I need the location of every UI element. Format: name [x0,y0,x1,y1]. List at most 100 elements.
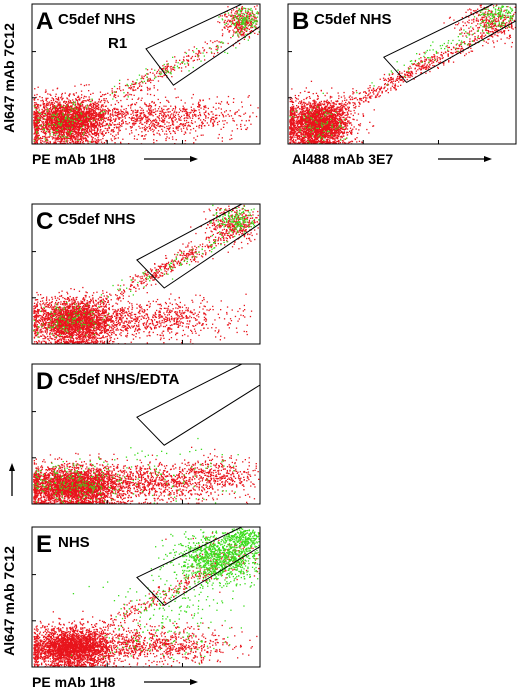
data-point [107,131,110,134]
data-point [72,109,74,112]
data-point [194,121,196,123]
data-point [115,96,117,99]
data-point [155,104,157,106]
data-point [90,104,92,106]
data-point [131,126,133,128]
data-point [247,8,249,10]
data-point [231,10,233,12]
data-point [158,72,160,75]
data-point [165,130,167,132]
data-point [120,99,122,102]
data-point [129,133,131,135]
data-point [90,122,93,124]
data-point [326,99,328,101]
data-point [61,119,63,121]
data-point [43,135,45,138]
data-point [65,136,67,138]
data-point [136,117,138,119]
data-point [238,31,240,34]
data-point [128,87,130,89]
data-point [96,129,99,132]
data-point [43,117,45,119]
data-point [237,15,239,17]
data-point [70,107,72,109]
data-point [55,128,58,131]
data-point [157,116,159,118]
data-point [48,131,50,133]
data-point [227,19,229,21]
data-point [100,113,102,115]
data-point [52,105,54,107]
data-point [46,118,48,121]
data-point [51,122,54,124]
data-point [82,110,84,113]
data-point [116,112,118,114]
data-point [54,108,56,111]
data-point [87,123,90,125]
data-point [213,116,215,118]
data-point [78,98,80,100]
data-point [130,107,132,109]
data-point [241,17,243,19]
data-point [104,113,106,115]
data-point [81,136,83,138]
data-point [132,120,134,122]
data-point [237,25,240,27]
data-point [68,114,70,116]
data-point [148,112,150,114]
data-point [43,141,45,143]
data-point [175,61,177,63]
data-point [66,141,68,143]
data-point [188,112,190,114]
data-point [183,60,185,62]
data-point [50,120,52,122]
data-point [199,104,201,106]
data-point [90,114,92,116]
data-point [245,24,247,26]
data-point [227,95,230,98]
data-point [114,119,116,121]
data-point [78,138,80,141]
data-point [175,59,177,62]
data-point [34,122,36,125]
data-point [163,105,165,107]
data-point [127,94,129,96]
data-point [251,26,254,29]
data-point [43,103,45,106]
data-point [155,118,157,120]
data-point [66,98,69,100]
data-point [99,123,101,125]
data-point [246,16,248,18]
data-point [308,91,310,93]
data-point [85,100,87,102]
data-point [99,91,102,93]
data-point [292,107,294,110]
data-point [75,117,77,120]
data-point [133,122,135,124]
data-point [337,137,339,139]
data-point [120,109,122,111]
data-point [245,33,247,36]
data-point [216,50,218,52]
data-point [162,125,164,128]
data-point [125,121,127,123]
data-point [108,110,110,112]
data-point [52,124,54,126]
data-point [300,141,302,144]
data-point [139,84,141,86]
data-point [70,115,73,117]
data-point [187,54,190,57]
data-point [34,136,36,138]
data-point [104,120,106,123]
data-point [146,86,148,89]
data-point [73,131,75,133]
data-point [40,116,42,118]
data-point [94,103,96,105]
data-point [244,24,246,26]
data-point [100,118,102,120]
data-point [203,112,205,114]
data-point [72,140,74,142]
data-point [317,133,319,136]
data-point [58,128,60,131]
data-point [72,132,74,134]
